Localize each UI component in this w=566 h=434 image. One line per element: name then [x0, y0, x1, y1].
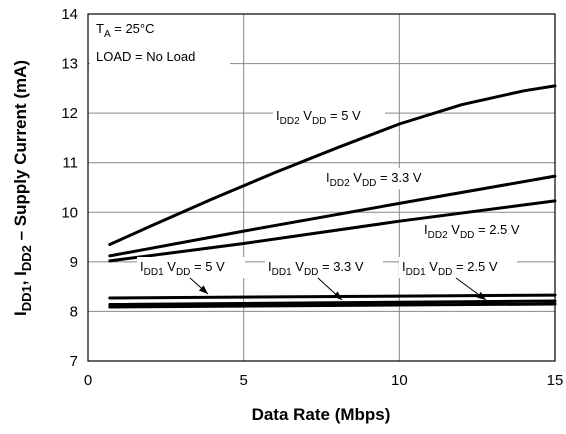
x-axis-label: Data Rate (Mbps): [252, 405, 391, 424]
tick-labels: 7 8 9 10 11 12 13 14 0 5 10 15: [61, 6, 563, 389]
series-label-bg: [399, 257, 517, 278]
label-leaders: [189, 277, 487, 301]
y-axis-label: IDD1, IDD2 – Supply Current (mA): [11, 60, 34, 316]
y-tick-label: 13: [61, 56, 78, 73]
series-line-4: [108, 293, 557, 300]
y-tick-label: 10: [61, 204, 78, 221]
conditions-box: [90, 16, 230, 66]
series-label-1: IDD2 VDD = 5 V: [276, 108, 361, 127]
plot-frame: [87, 13, 556, 362]
series-line-2: [108, 174, 557, 258]
y-tick-label: 12: [61, 105, 78, 122]
series-label-bg: [273, 106, 385, 127]
arrowhead-icon: [333, 291, 342, 300]
arrowhead-icon: [476, 291, 486, 300]
series-label-bg: [137, 257, 245, 278]
series-label-bg: [421, 220, 539, 241]
series-line-6: [108, 302, 557, 309]
series-line-5: [108, 299, 557, 306]
y-tick-label: 14: [61, 6, 78, 23]
x-tick-label: 10: [391, 372, 408, 389]
condition-load: LOAD = No Load: [96, 49, 195, 64]
x-tick-label: 0: [84, 372, 92, 389]
y-tick-label: 7: [70, 353, 78, 370]
series-line-1: [108, 84, 557, 246]
series-line-3: [108, 199, 557, 263]
series-label-bg: [323, 168, 441, 189]
series-label-3: IDD2 VDD = 2.5 V: [424, 222, 520, 241]
y-tick-label: 9: [70, 254, 78, 271]
series-label-5: IDD1 VDD = 3.3 V: [268, 259, 364, 278]
series-label-4: IDD1 VDD = 5 V: [140, 259, 225, 278]
x-tick-label: 5: [239, 372, 247, 389]
y-tick-label: 8: [70, 303, 78, 320]
condition-temperature: TA = 25°C: [96, 21, 155, 40]
series-lines: [108, 84, 557, 309]
x-tick-label: 15: [547, 372, 564, 389]
series-label-6: IDD1 VDD = 2.5 V: [402, 259, 498, 278]
series-labels: IDD2 VDD = 5 V IDD2 VDD = 3.3 V IDD2 VDD =…: [137, 106, 539, 278]
series-label-2: IDD2 VDD = 3.3 V: [326, 170, 422, 189]
arrowhead-icon: [198, 285, 208, 294]
y-tick-label: 11: [62, 155, 78, 172]
series-label-bg: [265, 257, 383, 278]
